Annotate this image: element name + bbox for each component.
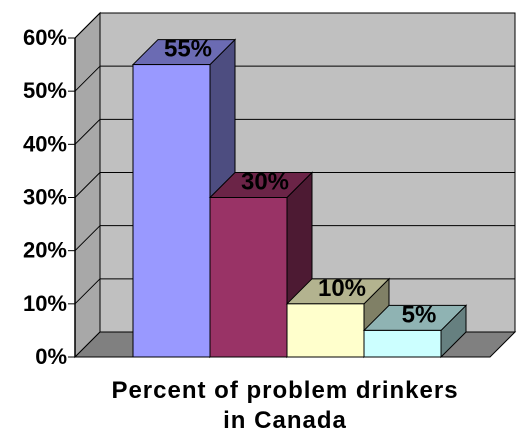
y-tick-label: 60% bbox=[23, 25, 67, 50]
gridline-side bbox=[74, 172, 101, 198]
value-label: 10% bbox=[318, 275, 366, 302]
y-tick-label: 40% bbox=[23, 131, 67, 156]
bars bbox=[131, 38, 468, 359]
gridline-side bbox=[74, 118, 101, 145]
x-axis-label-line-2: in Canada bbox=[223, 407, 347, 434]
gridline-side bbox=[74, 65, 101, 92]
y-tick-label: 0% bbox=[35, 344, 67, 369]
y-tick-label: 10% bbox=[23, 291, 67, 316]
bar-front bbox=[209, 197, 288, 358]
value-labels: 55% 30% 10% 5% bbox=[164, 36, 436, 329]
gridline-side bbox=[74, 12, 101, 39]
value-label: 30% bbox=[241, 169, 289, 196]
y-tick-label: 50% bbox=[23, 78, 67, 103]
y-tick-labels: 0% 10% 20% 30% 40% 50% 60% bbox=[23, 25, 67, 369]
bar-front bbox=[363, 329, 442, 358]
gridline-side bbox=[74, 278, 101, 305]
bar-front bbox=[286, 303, 365, 358]
bar bbox=[362, 304, 468, 359]
bar bbox=[131, 38, 237, 359]
y-tick-label: 20% bbox=[23, 238, 67, 263]
gridline-side bbox=[74, 225, 101, 252]
bar-front bbox=[132, 64, 211, 358]
x-axis-label-line-1: Percent of problem drinkers bbox=[111, 377, 458, 404]
value-label: 5% bbox=[402, 301, 437, 328]
value-label: 55% bbox=[164, 36, 212, 63]
y-tick-label: 30% bbox=[23, 185, 67, 210]
